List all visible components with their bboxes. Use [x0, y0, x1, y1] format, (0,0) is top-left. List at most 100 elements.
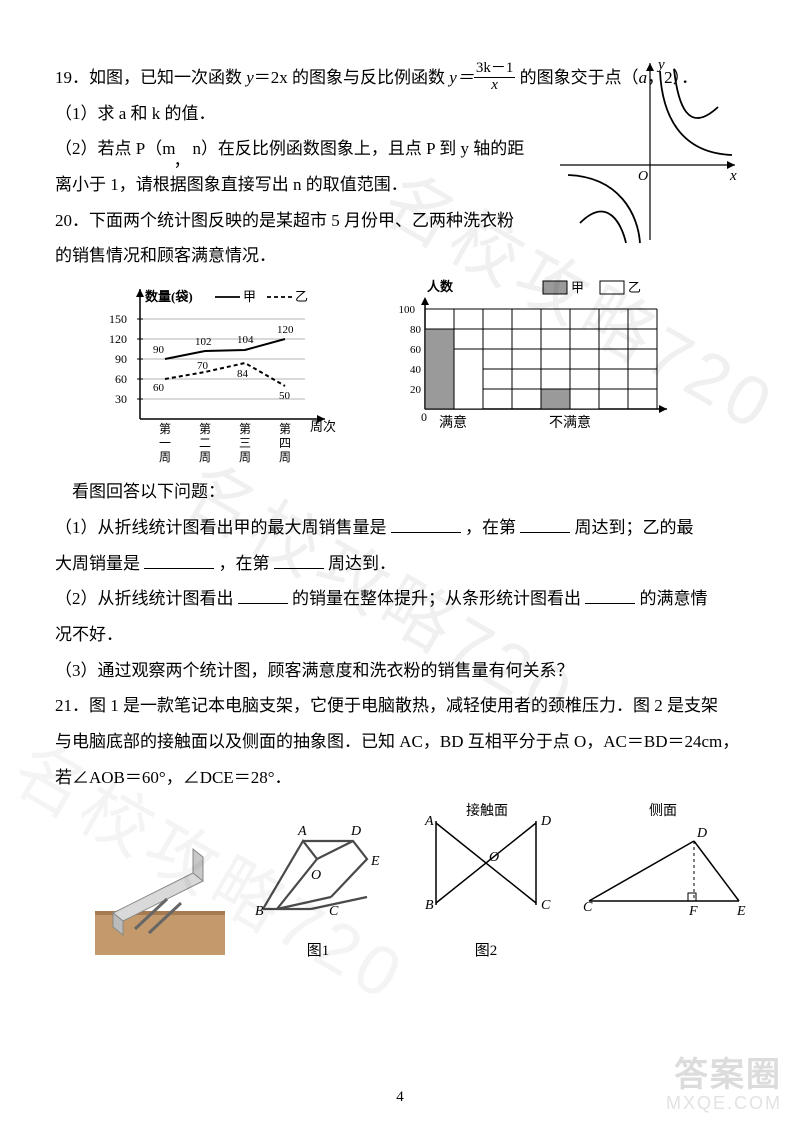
- svg-text:102: 102: [195, 336, 212, 348]
- text: 的满意情: [640, 589, 708, 608]
- corner-watermark: 答案圈 MXQE.COM: [666, 1058, 782, 1113]
- svg-text:40: 40: [410, 364, 422, 376]
- eq: ＝2x: [254, 68, 288, 87]
- x-tick: 不满意: [549, 414, 591, 431]
- svg-text:120: 120: [109, 332, 127, 346]
- svg-text:90: 90: [115, 352, 127, 366]
- svg-text:B: B: [425, 898, 434, 913]
- svg-text:50: 50: [279, 390, 291, 402]
- q21-line1: 21．图 1 是一款笔记本电脑支架，它便于电脑散热，减轻使用者的颈椎压力．图 2…: [55, 688, 745, 724]
- legend-b: 乙: [295, 289, 308, 304]
- var-y: y: [246, 68, 254, 87]
- q20-part1: （1）从折线统计图看出甲的最大周销售量是 ，在第 周达到；乙的最: [55, 510, 745, 546]
- numerator: 3k－1: [474, 61, 516, 78]
- svg-text:三: 三: [239, 436, 251, 450]
- q20-part1b: 大周销量是 ，在第 周达到．: [55, 546, 745, 582]
- svg-text:90: 90: [153, 344, 165, 356]
- text: （2）从折线统计图看出: [55, 589, 234, 608]
- svg-text:70: 70: [197, 360, 209, 372]
- svg-text:周: 周: [199, 450, 211, 464]
- bar-chart: 人数 甲 乙: [395, 279, 675, 449]
- svg-text:第: 第: [199, 422, 211, 436]
- fig2: 接触面 A D B C O 图2: [411, 801, 561, 967]
- fig1-label: 图1: [243, 936, 393, 968]
- fig-side: 侧面 C D F E: [579, 801, 749, 967]
- text: 大周销量是: [55, 554, 140, 573]
- q20-prompt: 看图回答以下问题：: [55, 474, 745, 510]
- svg-text:第: 第: [279, 422, 291, 436]
- svg-text:E: E: [370, 854, 380, 869]
- side-drawing: 侧面 C D F E: [579, 801, 749, 921]
- svg-text:60: 60: [410, 344, 422, 356]
- fraction: 3k－1x: [474, 61, 516, 94]
- blank[interactable]: [585, 587, 635, 604]
- svg-text:O: O: [311, 868, 321, 883]
- svg-text:第: 第: [239, 422, 251, 436]
- blank[interactable]: [520, 516, 570, 533]
- svg-text:20: 20: [410, 384, 422, 396]
- text: （2）若点 P（m: [55, 139, 175, 158]
- fig1b: A D B O C E 图1: [243, 811, 393, 967]
- text: ，在第: [219, 554, 270, 573]
- svg-text:D: D: [350, 824, 361, 839]
- svg-text:侧面: 侧面: [649, 803, 677, 819]
- corner-line1: 答案圈: [666, 1058, 782, 1094]
- svg-text:120: 120: [277, 324, 294, 336]
- y-axis-title: 数量(袋): [145, 289, 193, 304]
- svg-text:104: 104: [237, 334, 254, 346]
- var-y: y＝: [449, 68, 474, 87]
- q19-graph: x y O: [550, 55, 740, 245]
- text: n）在反比例函数图象上，且点 P 到 y 轴的距: [192, 139, 524, 158]
- fig1-photo: [95, 845, 225, 955]
- svg-text:D: D: [540, 814, 551, 829]
- comma: ，: [173, 151, 190, 170]
- fig2-drawing: 接触面 A D B C O: [411, 801, 561, 921]
- q20-part2b: 况不好．: [55, 617, 745, 653]
- q21-line2: 与电脑底部的接触面以及侧面的抽象图．已知 AC，BD 互相平分于点 O，AC＝B…: [55, 724, 745, 760]
- svg-text:84: 84: [237, 368, 249, 380]
- blank[interactable]: [274, 552, 324, 569]
- svg-text:150: 150: [109, 312, 127, 326]
- svg-text:O: O: [489, 850, 499, 865]
- svg-text:100: 100: [399, 304, 416, 316]
- q21-figures: A D B O C E 图1 接触面 A D: [95, 801, 745, 967]
- text: （1）从折线统计图看出甲的最大周销售量是: [55, 518, 387, 537]
- text: 的图象与反比例函数: [292, 68, 449, 87]
- svg-text:周: 周: [239, 450, 251, 464]
- svg-text:F: F: [688, 904, 698, 919]
- svg-text:60: 60: [115, 372, 127, 386]
- fig1-drawing: A D B O C E: [243, 811, 393, 921]
- fig-side-label: [579, 936, 749, 968]
- svg-text:C: C: [583, 900, 593, 915]
- svg-text:一: 一: [159, 436, 171, 450]
- q20-part2: （2）从折线统计图看出 的销量在整体提升；从条形统计图看出 的满意情: [55, 581, 745, 617]
- svg-text:C: C: [541, 898, 551, 913]
- svg-text:周: 周: [279, 450, 291, 464]
- svg-text:第: 第: [159, 422, 171, 436]
- fig1: [95, 845, 225, 968]
- text: 的销量在整体提升；从条形统计图看出: [292, 589, 581, 608]
- text: ，在第: [465, 518, 516, 537]
- line-chart: 30 60 90 120 150 数量(袋) 甲 乙: [95, 279, 355, 469]
- text: 周达到；乙的最: [575, 518, 694, 537]
- svg-text:0: 0: [421, 410, 427, 424]
- blank[interactable]: [238, 587, 288, 604]
- blank[interactable]: [391, 516, 461, 533]
- question-19: 19．如图，已知一次函数 y＝2x 的图象与反比例函数 y＝3k－1x 的图象交…: [55, 60, 745, 203]
- svg-text:30: 30: [115, 392, 127, 406]
- text: 19．如图，已知一次函数: [55, 68, 246, 87]
- legend-a: 甲: [243, 289, 256, 304]
- svg-text:E: E: [736, 904, 746, 919]
- denominator: x: [474, 78, 516, 94]
- page: 名校攻略720 名校攻略720 名校攻略720 19．如图，已知一次函数 y＝2…: [0, 0, 800, 1131]
- svg-text:周: 周: [159, 450, 171, 464]
- q20-part3: （3）通过观察两个统计图，顾客满意度和洗衣粉的销售量有何关系？: [55, 653, 745, 689]
- fig2-label: 图2: [411, 936, 561, 968]
- axis-x-label: x: [729, 168, 737, 184]
- svg-text:A: A: [297, 824, 307, 839]
- y-axis-title: 人数: [427, 279, 454, 294]
- svg-text:D: D: [696, 826, 707, 841]
- svg-text:B: B: [255, 904, 264, 919]
- blank[interactable]: [144, 552, 214, 569]
- svg-text:二: 二: [199, 436, 211, 450]
